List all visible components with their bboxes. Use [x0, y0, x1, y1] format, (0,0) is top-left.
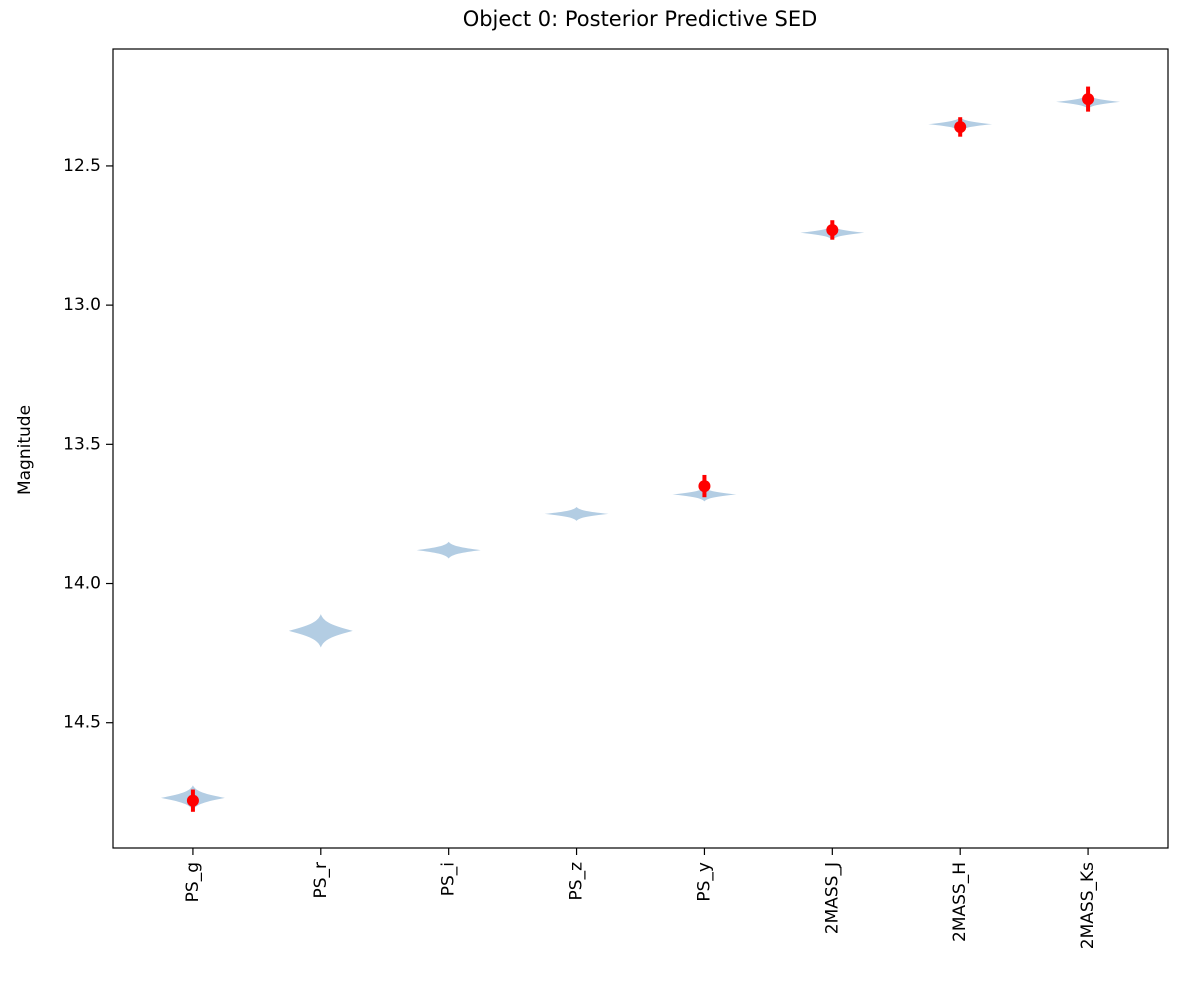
y-axis-label: Magnitude	[15, 405, 35, 495]
violin	[544, 506, 609, 521]
x-tick-label: 2MASS_H	[950, 862, 970, 942]
y-tick-label: 14.0	[63, 574, 101, 594]
chart-title: Object 0: Posterior Predictive SED	[463, 7, 818, 31]
violin	[288, 614, 353, 648]
observed-point	[1082, 93, 1095, 106]
observed-point	[826, 223, 839, 236]
x-tick-label: PS_r	[311, 862, 331, 899]
x-tick-label: PS_i	[439, 862, 459, 896]
x-tick-label: PS_y	[694, 862, 714, 902]
observed-point	[698, 480, 711, 493]
x-tick-label: 2MASS_J	[822, 862, 842, 934]
x-tick-label: PS_g	[183, 862, 203, 902]
y-tick-label: 12.5	[63, 156, 101, 176]
observed-point	[954, 120, 967, 133]
x-tick-label: PS_z	[567, 862, 587, 901]
plot-frame	[112, 48, 1169, 849]
y-tick-label: 13.5	[63, 434, 101, 454]
x-tick-label: 2MASS_Ks	[1078, 862, 1098, 949]
y-tick-label: 14.5	[63, 713, 101, 733]
y-tick-label: 13.0	[63, 295, 101, 315]
violin	[416, 541, 481, 559]
observed-point	[186, 794, 199, 807]
